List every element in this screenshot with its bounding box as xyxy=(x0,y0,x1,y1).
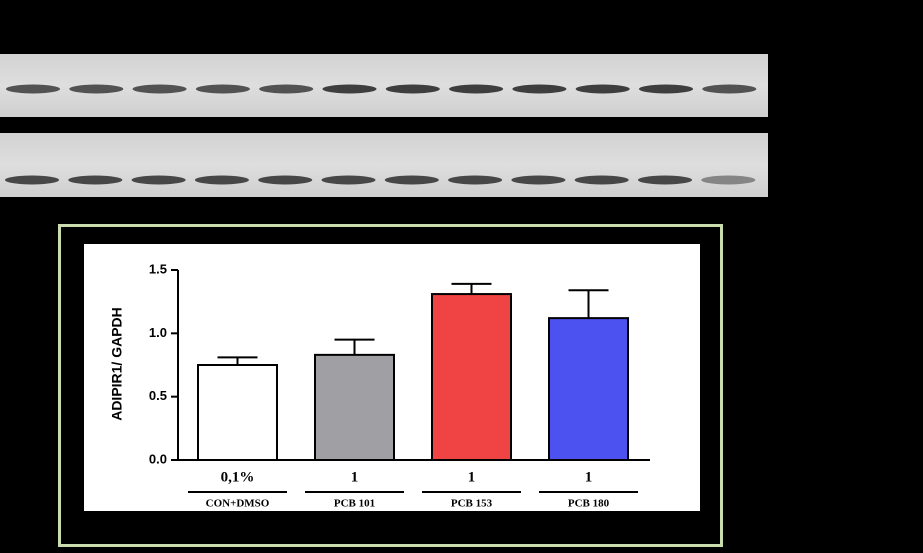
gel-band xyxy=(384,175,439,185)
group-label: CON+DMSO xyxy=(206,498,270,510)
group-label: PCB 153 xyxy=(451,498,493,510)
gel-band xyxy=(195,84,250,94)
gel-band xyxy=(449,84,504,94)
bar xyxy=(431,293,512,462)
gel-band xyxy=(131,175,186,185)
y-tick-label: 0.0 xyxy=(149,451,167,466)
gel-band xyxy=(701,175,756,185)
gel-band xyxy=(5,175,59,185)
dose-label: 0,1% xyxy=(221,469,255,485)
gel-strip-bottom xyxy=(0,133,768,197)
y-tick-label: 1.5 xyxy=(149,261,167,276)
gel-band xyxy=(194,175,249,185)
gel-band xyxy=(702,84,757,94)
gel-band xyxy=(639,84,693,94)
gel-band xyxy=(258,175,313,185)
gel-band xyxy=(575,84,630,94)
group-label: PCB 101 xyxy=(334,498,375,510)
gel-band xyxy=(132,84,187,94)
dose-label: 1 xyxy=(585,469,593,485)
gel-band xyxy=(574,175,629,185)
y-tick-label: 1.0 xyxy=(149,325,167,340)
y-tick-label: 0.5 xyxy=(149,388,167,403)
group-label: PCB 180 xyxy=(568,498,610,510)
gel-band xyxy=(321,175,376,185)
bar xyxy=(548,317,629,461)
gel-band xyxy=(511,175,566,185)
gel-band xyxy=(638,175,692,185)
gel-bands xyxy=(5,84,757,185)
bar xyxy=(197,364,278,461)
bar xyxy=(314,353,395,461)
y-axis-label: ADIPIR1/ GAPDH xyxy=(109,307,125,421)
gel-band xyxy=(68,175,123,185)
gel-band xyxy=(448,175,503,185)
dose-label: 1 xyxy=(468,469,476,485)
gel-band xyxy=(322,84,377,94)
gel-band xyxy=(259,84,314,94)
gel-strip-top xyxy=(0,54,768,117)
dose-label: 1 xyxy=(351,469,359,485)
gel-band xyxy=(69,84,124,94)
gel-band xyxy=(512,84,567,94)
gel-band xyxy=(6,84,60,94)
gel-band xyxy=(385,84,440,94)
